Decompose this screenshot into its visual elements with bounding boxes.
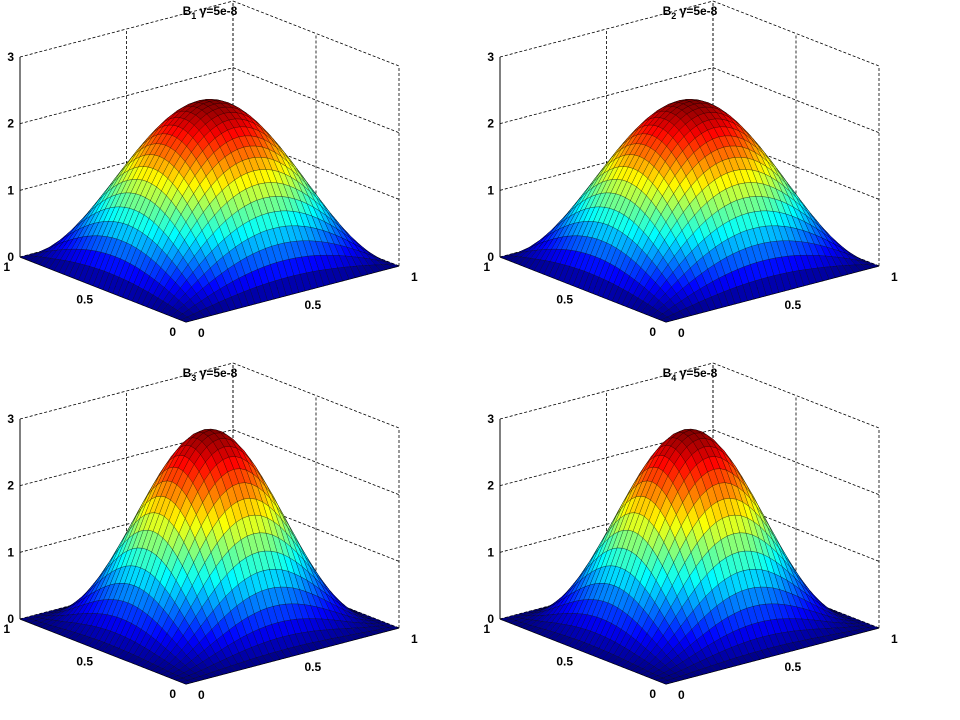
z-tick-label: 1 (7, 183, 14, 197)
z-tick-label: 0 (487, 612, 494, 626)
z-tick-label: 2 (7, 117, 14, 131)
z-tick-label: 3 (487, 50, 494, 64)
z-tick-label: 0 (7, 250, 14, 264)
z-tick-label: 0 (7, 612, 14, 626)
surface-mesh (19, 428, 400, 685)
z-tick-label: 1 (7, 545, 14, 559)
y-tick-label: 1 (483, 622, 490, 636)
z-tick-label: 2 (487, 117, 494, 131)
y-tick-label: 0.5 (556, 655, 573, 669)
y-tick-label: 0 (649, 687, 656, 701)
z-tick-label: 2 (487, 479, 494, 493)
z-tick-label: 0 (487, 250, 494, 264)
y-tick-label: 0 (169, 325, 176, 339)
z-tick-label: 3 (487, 412, 494, 426)
z-tick-label: 3 (7, 50, 14, 64)
y-tick-label: 0 (169, 687, 176, 701)
y-tick-label: 0.5 (556, 293, 573, 307)
x-tick-label: 0.5 (785, 298, 802, 312)
surface-mesh (499, 99, 880, 323)
y-tick-label: 0 (649, 325, 656, 339)
x-tick-label: 0.5 (785, 660, 802, 674)
y-tick-label: 1 (3, 622, 10, 636)
z-tick-label: 2 (7, 479, 14, 493)
y-tick-label: 1 (483, 260, 490, 274)
x-tick-label: 0 (198, 688, 205, 702)
x-tick-label: 1 (411, 270, 418, 284)
x-tick-label: 0 (678, 326, 685, 340)
plot-title: B1 γ=5e-8 (183, 4, 238, 21)
x-tick-label: 0.5 (305, 660, 322, 674)
x-tick-label: 1 (891, 270, 898, 284)
x-tick-label: 0 (198, 326, 205, 340)
x-tick-label: 0 (678, 688, 685, 702)
y-tick-label: 1 (3, 260, 10, 274)
z-tick-label: 3 (7, 412, 14, 426)
y-tick-label: 0.5 (76, 293, 93, 307)
x-tick-label: 1 (891, 632, 898, 646)
surface-mesh (499, 428, 880, 685)
surface-mesh (19, 99, 400, 323)
plot-title: B2 γ=5e-8 (663, 4, 718, 21)
z-tick-label: 1 (487, 183, 494, 197)
x-tick-label: 1 (411, 632, 418, 646)
plot-title: B3 γ=5e-8 (183, 366, 238, 383)
x-tick-label: 0.5 (305, 298, 322, 312)
y-tick-label: 0.5 (76, 655, 93, 669)
z-tick-label: 1 (487, 545, 494, 559)
plot-title: B4 γ=5e-8 (663, 366, 718, 383)
